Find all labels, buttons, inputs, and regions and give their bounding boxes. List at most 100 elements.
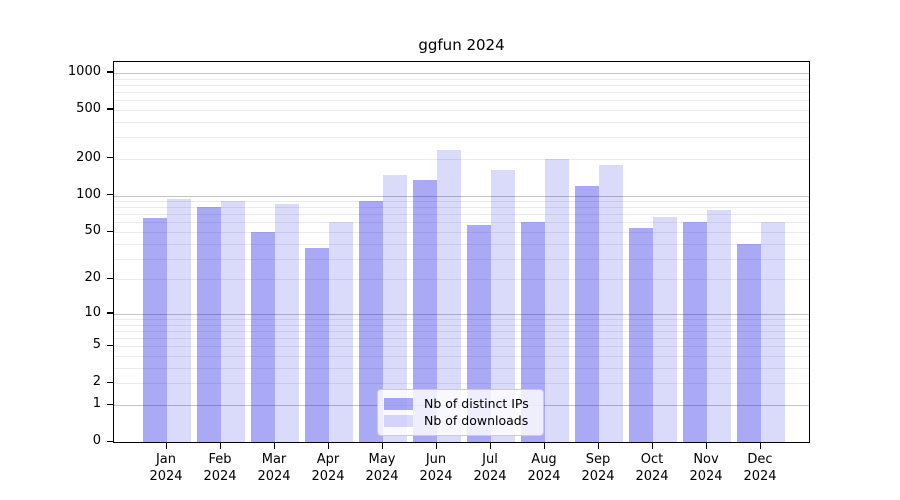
y-tick-label: 50 — [84, 223, 101, 238]
y-tick — [107, 403, 113, 405]
bar-distinct-ips-feb — [197, 207, 221, 442]
y-tick-label: 10 — [84, 304, 101, 320]
bar-downloads-feb — [221, 201, 245, 442]
x-tick — [597, 443, 599, 449]
x-tick — [759, 443, 761, 449]
y-tick-label: 5 — [92, 337, 101, 353]
bar-downloads-sep — [599, 164, 623, 442]
bar-distinct-ips-mar — [251, 232, 275, 442]
bar-downloads-dec — [761, 222, 785, 442]
gridline — [114, 121, 809, 123]
x-tick — [705, 443, 707, 449]
gridline — [114, 383, 809, 385]
y-tick-label: 200 — [76, 149, 101, 165]
y-tick — [107, 381, 113, 383]
x-tick — [543, 443, 545, 449]
bar-downloads-nov — [707, 210, 731, 442]
gridline — [114, 319, 809, 320]
x-tick — [219, 443, 221, 449]
x-tick-label: Mar 2024 — [257, 452, 291, 484]
gridline — [114, 338, 809, 340]
gridline — [114, 324, 809, 326]
gridline — [114, 346, 809, 348]
bar-downloads-apr — [329, 222, 353, 442]
gridline — [114, 243, 809, 245]
bar-downloads-mar — [275, 204, 299, 442]
y-tick — [107, 344, 113, 346]
legend-swatch-downloads — [384, 414, 413, 427]
plot-area: Nb of distinct IPs Nb of downloads — [113, 61, 810, 443]
y-tick-label: 100 — [76, 186, 101, 202]
x-tick — [651, 443, 653, 449]
y-tick-label: 0 — [92, 433, 101, 448]
bar-downloads-oct — [653, 216, 677, 442]
gridline — [114, 137, 809, 139]
y-tick — [107, 312, 113, 314]
gridline — [114, 109, 809, 111]
y-axis: 0 1 2 5 10 20 50 100 200 500 1000 — [0, 61, 113, 448]
gridline — [114, 78, 809, 80]
legend-item-downloads: Nb of downloads — [378, 412, 543, 429]
y-tick — [107, 194, 113, 196]
x-tick-label: Feb 2024 — [203, 452, 237, 484]
x-tick — [489, 443, 491, 449]
y-tick — [107, 71, 113, 73]
gridline — [114, 84, 809, 86]
x-tick — [327, 443, 329, 449]
x-tick-label: Nov 2024 — [689, 452, 723, 484]
legend-label-downloads: Nb of downloads — [424, 413, 529, 428]
gridline — [114, 207, 809, 209]
y-tick — [107, 108, 113, 110]
gridline — [114, 367, 809, 369]
x-tick — [273, 443, 275, 449]
gridline — [114, 279, 809, 281]
y-tick-label: 2 — [92, 374, 101, 390]
gridline — [114, 313, 809, 315]
x-tick-label: Jan 2024 — [149, 452, 183, 484]
bar-distinct-ips-apr — [305, 247, 329, 442]
gridline — [114, 92, 809, 93]
chart-title: ggfun 2024 — [418, 36, 505, 54]
bar-distinct-ips-sep — [575, 185, 599, 442]
x-tick-label: Aug 2024 — [527, 452, 561, 484]
bar-downloads-jan — [167, 199, 191, 442]
x-tick-label: Dec 2024 — [743, 452, 777, 484]
x-tick-label: May 2024 — [365, 452, 399, 484]
x-tick-label: Oct 2024 — [635, 452, 669, 484]
y-tick — [107, 440, 113, 442]
gridline — [114, 214, 809, 216]
legend-item-distinct-ips: Nb of distinct IPs — [378, 395, 543, 412]
y-tick — [107, 230, 113, 232]
bar-distinct-ips-dec — [737, 243, 761, 442]
gridline — [114, 232, 809, 233]
y-tick-label: 500 — [76, 100, 101, 116]
y-tick — [107, 157, 113, 159]
x-tick-label: Sep 2024 — [581, 452, 615, 484]
plot-inner — [114, 62, 809, 442]
x-tick — [381, 443, 383, 449]
gridline — [114, 100, 809, 102]
gridline — [114, 356, 809, 357]
gridline — [114, 195, 809, 197]
bar-downloads-aug — [545, 158, 569, 442]
bar-distinct-ips-oct — [629, 227, 653, 442]
x-tick-label: Apr 2024 — [311, 452, 345, 484]
gridline — [114, 222, 809, 224]
x-tick-label: Jun 2024 — [419, 452, 453, 484]
legend: Nb of distinct IPs Nb of downloads — [377, 389, 544, 436]
x-axis: Jan 2024 Feb 2024 Mar 2024 Apr 2024 May 2024 Jun 20… — [113, 443, 810, 500]
y-tick-label: 1000 — [67, 63, 101, 79]
gridline — [114, 201, 809, 202]
y-tick-label: 1 — [92, 396, 101, 411]
legend-label-distinct-ips: Nb of distinct IPs — [424, 396, 529, 411]
gridline — [114, 158, 809, 160]
gridline — [114, 72, 809, 74]
x-tick — [165, 443, 167, 449]
bar-distinct-ips-jan — [143, 218, 167, 442]
legend-swatch-distinct-ips — [384, 397, 413, 410]
y-tick — [107, 277, 113, 280]
x-tick-label: Jul 2024 — [473, 452, 507, 484]
y-tick-label: 20 — [84, 270, 101, 286]
gridline — [114, 258, 809, 260]
